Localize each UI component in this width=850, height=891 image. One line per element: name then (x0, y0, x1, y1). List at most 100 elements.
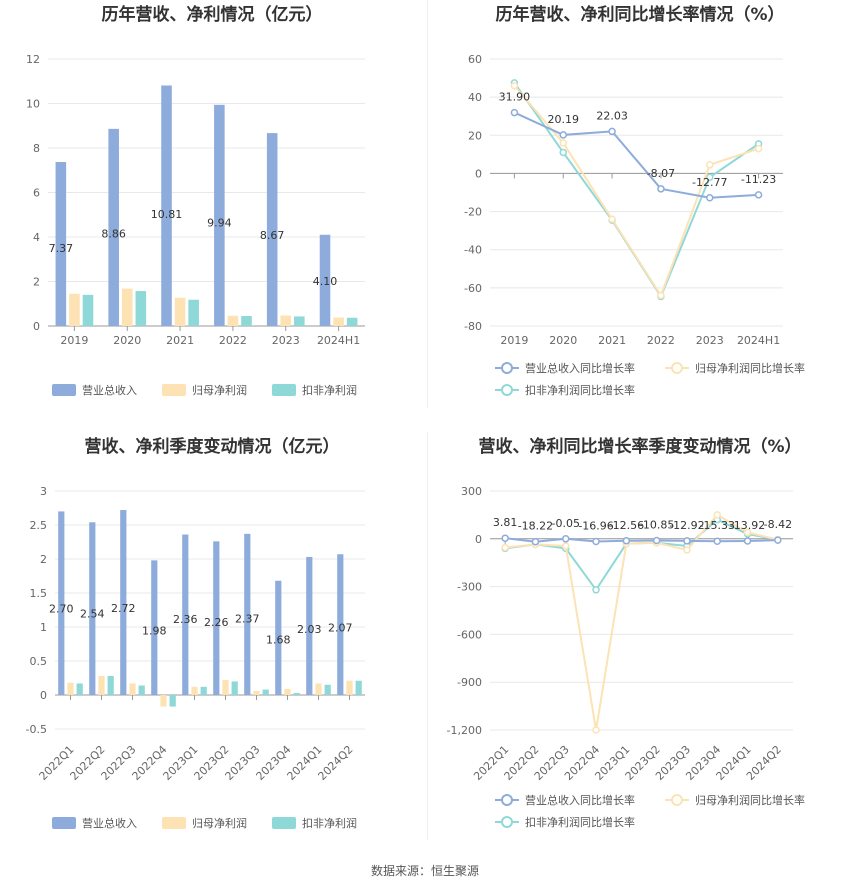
legend-label: 营业总收入同比增长率 (525, 793, 635, 807)
data-label: -8.42 (764, 518, 792, 531)
x-tick-label: 2024H1 (737, 334, 780, 347)
bar (160, 695, 167, 707)
legend-swatch (272, 817, 296, 829)
y-tick-label: 20 (468, 129, 482, 142)
y-tick-label: 0 (33, 320, 40, 333)
y-tick-label: -300 (457, 581, 482, 594)
bar (58, 511, 65, 695)
data-label: -12.77 (692, 176, 727, 189)
data-point (622, 537, 631, 545)
x-tick-label: 2020 (113, 334, 141, 347)
bar (284, 688, 291, 695)
data-label: 9.94 (207, 216, 232, 229)
x-tick-label: 2023 (272, 334, 300, 347)
bar (244, 533, 251, 695)
legend-label: 营业总收入 (82, 816, 137, 830)
bar (222, 680, 229, 695)
y-tick-label: 300 (461, 485, 482, 498)
data-point (713, 537, 721, 545)
data-label: -15.33 (700, 519, 735, 532)
y-tick-label: -40 (464, 244, 482, 257)
data-point (754, 144, 763, 153)
bar (161, 85, 172, 326)
data-point (657, 291, 665, 300)
x-tick-label: 2024Q2 (316, 743, 356, 783)
y-tick-label: 0 (40, 689, 47, 702)
data-point (774, 536, 782, 544)
y-tick-label: 0.5 (30, 655, 48, 668)
legend-swatch (501, 384, 513, 396)
legend-label: 营业总收入 (82, 383, 137, 397)
bar (169, 695, 176, 707)
data-point (652, 536, 661, 545)
bar (174, 297, 186, 326)
bar (346, 680, 353, 695)
chart-svg: 历年营收、净利同比增长率情况（%） -80 -60 -40 -20 0 20 40 60 31.9… (464, 4, 805, 397)
y-tick-label: 1 (40, 621, 47, 634)
data-label: 1.68 (266, 634, 291, 647)
chart-svg: 历年营收、净利情况（亿元） 0 2 4 6 8 10 12 7.37 8.86 10.81 9.94 8… (26, 4, 365, 397)
bar (315, 683, 322, 695)
data-point (592, 586, 600, 594)
bar (227, 315, 239, 326)
data-label: 2.26 (204, 616, 229, 629)
data-label: 2.36 (173, 613, 198, 626)
data-label: -18.22 (518, 520, 553, 533)
bar (253, 690, 260, 695)
data-label: 1.98 (142, 624, 167, 637)
bar (319, 234, 331, 326)
x-tick-label: 2019 (500, 334, 528, 347)
chart-title: 营收、净利同比增长率季度变动情况（%） (478, 436, 801, 457)
bar (214, 104, 225, 327)
data-point (683, 537, 691, 545)
data-point (559, 139, 567, 147)
y-tick-label: -600 (457, 628, 482, 641)
bar (191, 686, 198, 695)
data-point (501, 543, 509, 552)
data-point (510, 81, 519, 90)
data-point (501, 534, 509, 542)
data-label: 8.86 (101, 227, 126, 240)
data-label: 22.03 (596, 109, 628, 122)
bar (151, 560, 158, 695)
bar (135, 291, 147, 326)
quarterly-revenue-profit-chart: 营收、净利季度变动情况（亿元） -0.5 0 0.5 1 1.5 2 2.5 3 2.70 2.54… (0, 430, 425, 845)
y-tick-label: -0.5 (26, 723, 47, 736)
y-tick-label: 2 (40, 553, 47, 566)
data-point (562, 542, 570, 550)
legend-swatch (52, 817, 76, 829)
data-point (592, 537, 600, 546)
panel-divider (427, 0, 428, 408)
chart-svg: 营收、净利季度变动情况（亿元） -0.5 0 0.5 1 1.5 2 2.5 3 2.70 2.54… (26, 436, 365, 830)
bar (121, 288, 133, 326)
bar (241, 315, 252, 326)
y-tick-label: 0 (475, 533, 482, 546)
bar (231, 681, 238, 695)
series-line (514, 111, 759, 199)
bar (107, 675, 114, 695)
data-label: 10.81 (151, 208, 183, 221)
data-label: 2.54 (80, 607, 105, 620)
bar (293, 692, 300, 695)
bar (89, 522, 96, 695)
legend-swatch (162, 817, 186, 829)
data-point (706, 194, 714, 202)
bar (188, 299, 199, 326)
bar (280, 315, 292, 326)
bar (266, 133, 278, 326)
data-label: 31.90 (499, 91, 531, 104)
y-tick-label: -80 (464, 320, 482, 333)
bar (98, 675, 105, 695)
legend-label: 扣非净利润 (302, 816, 357, 830)
data-point (510, 108, 519, 117)
data-label: 2.37 (235, 612, 260, 625)
legend-label: 扣非净利润同比增长率 (525, 815, 635, 829)
data-label: -12.56 (609, 519, 644, 532)
x-tick-label: 2020 (549, 334, 577, 347)
data-point (713, 511, 721, 519)
data-point (706, 173, 714, 181)
x-tick-label: 2023 (696, 334, 724, 347)
data-label: 8.67 (260, 229, 285, 242)
data-label: -13.92 (730, 519, 765, 532)
bar (129, 683, 136, 695)
